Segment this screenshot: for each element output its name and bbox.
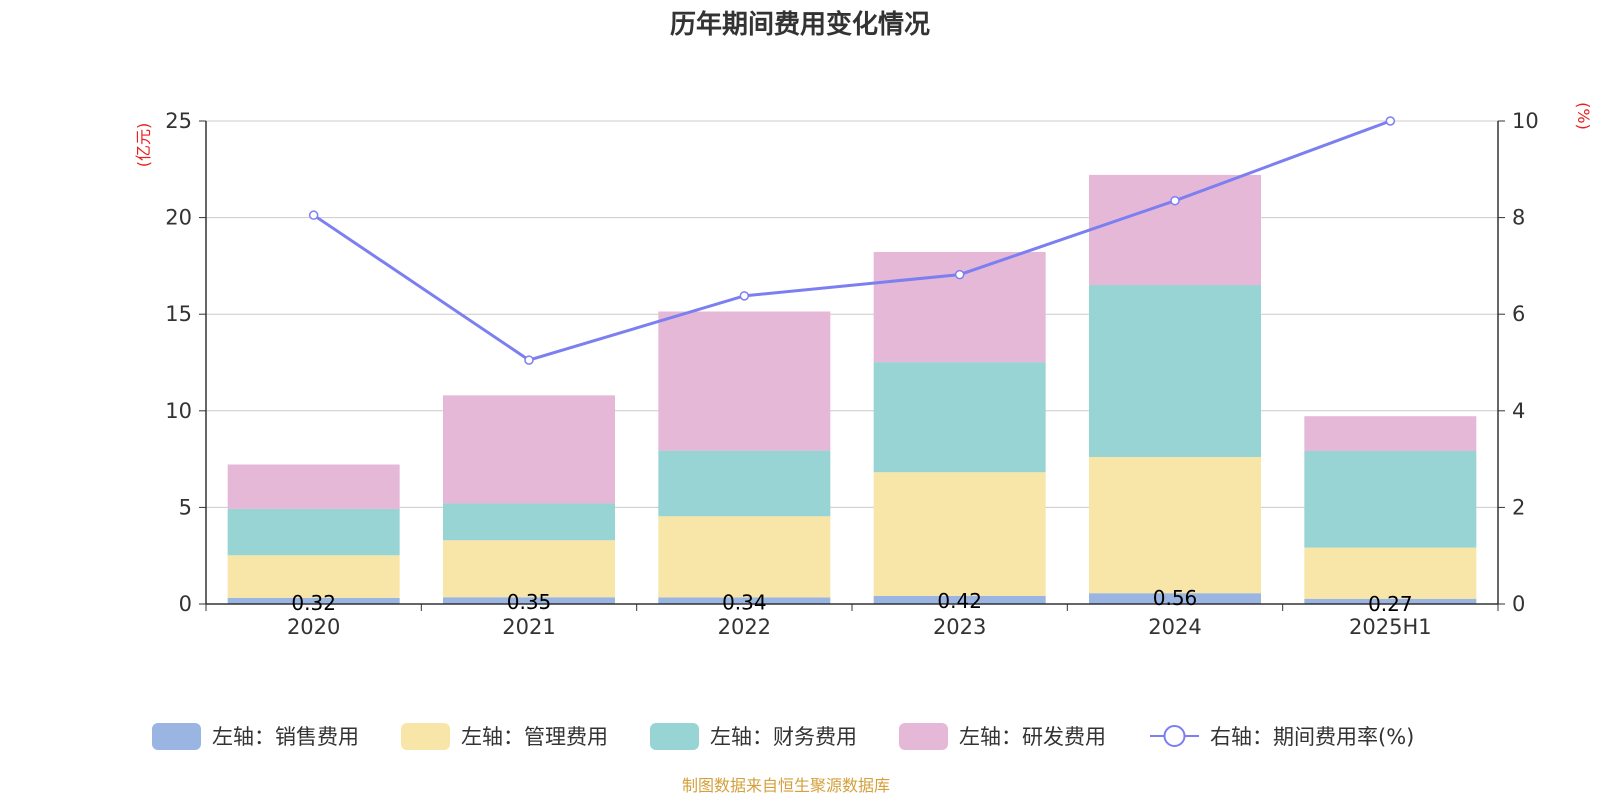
- bar-segment: [658, 516, 831, 598]
- data-label: 0.27: [1368, 592, 1413, 616]
- bar-segment: [1089, 456, 1261, 594]
- left-axis-unit: (亿元): [134, 123, 153, 168]
- bar-segment: [443, 540, 615, 598]
- legend-label: 左轴：管理费用: [461, 725, 608, 749]
- y-left-tick-label: 0: [179, 592, 192, 616]
- rate-point: [1385, 116, 1396, 126]
- rate-point: [1170, 195, 1180, 206]
- bar-segment: [873, 595, 1046, 604]
- grid-lines: [206, 120, 1498, 508]
- y-left-tick-label: 15: [165, 302, 192, 326]
- bar-segment: [227, 464, 400, 509]
- legend[interactable]: 左轴：销售费用 左轴：管理费用 左轴：财务费用 左轴：研发费用 右轴：期间费用率(%): [152, 723, 1414, 750]
- bar-segment: [658, 450, 831, 517]
- bar-segment: [1304, 416, 1477, 451]
- bar-segment: [1304, 598, 1477, 604]
- y-right-tick-label: 8: [1512, 206, 1525, 230]
- legend-label: 右轴：期间费用率(%): [1210, 725, 1414, 749]
- legend-item[interactable]: 左轴：管理费用: [401, 723, 608, 750]
- bar-segment: [443, 597, 615, 604]
- legend-swatch: [401, 723, 450, 750]
- bar-segment: [1089, 285, 1261, 457]
- y-right-tick-label: 10: [1512, 109, 1539, 133]
- data-label: 0.35: [507, 590, 552, 614]
- bar-segment: [1089, 593, 1261, 604]
- bar-segment: [227, 555, 400, 598]
- axes: 0 0 5 2 10 4 15 6 20 8 25 10 2020 2021 2022 2023 2024 202…: [165, 109, 1538, 639]
- x-tick-label: 2022: [718, 615, 771, 639]
- bar-series: [227, 174, 1477, 604]
- legend-marker: [1163, 725, 1186, 747]
- bar-segment: [873, 362, 1046, 473]
- right-axis-unit: (%): [1574, 102, 1593, 130]
- bar-segment: [873, 472, 1046, 596]
- legend-label: 左轴：销售费用: [212, 725, 359, 749]
- source-note: 制图数据来自恒生聚源数据库: [682, 776, 890, 795]
- y-right-tick-label: 4: [1512, 399, 1525, 423]
- x-tick-label: 2024: [1148, 615, 1201, 639]
- legend-label: 左轴：研发费用: [959, 725, 1106, 749]
- rate-point: [954, 269, 965, 280]
- rate-point: [739, 291, 750, 301]
- data-label: 0.32: [291, 591, 336, 615]
- data-label: 0.56: [1153, 586, 1198, 610]
- data-label: 0.34: [722, 590, 767, 614]
- legend-item[interactable]: 左轴：财务费用: [650, 723, 857, 750]
- legend-item[interactable]: 右轴：期间费用率(%): [1150, 725, 1414, 749]
- bar-segment: [443, 503, 615, 541]
- y-left-tick-label: 20: [165, 206, 192, 230]
- y-left-tick-label: 5: [179, 495, 192, 519]
- x-tick-label: 2021: [502, 615, 555, 639]
- bar-segment: [1304, 450, 1477, 548]
- legend-label: 左轴：财务费用: [710, 725, 857, 749]
- bar-segment: [658, 597, 831, 604]
- legend-swatch: [650, 723, 699, 750]
- x-tick-label: 2025H1: [1349, 615, 1432, 639]
- bar-segment: [873, 251, 1046, 363]
- y-left-tick-label: 10: [165, 399, 192, 423]
- legend-item[interactable]: 左轴：销售费用: [152, 723, 359, 750]
- x-tick-label: 2023: [933, 615, 986, 639]
- bar-segment: [443, 395, 615, 504]
- bar-segment: [227, 508, 400, 556]
- bar-segment: [1089, 174, 1261, 286]
- legend-swatch: [899, 723, 948, 750]
- data-labels: 0.32 0.35 0.34 0.42 0.56 0.27: [291, 586, 1412, 616]
- rate-line: [312, 119, 1391, 362]
- chart-title: 历年期间费用变化情况: [670, 9, 930, 40]
- bar-segment: [1304, 547, 1477, 599]
- x-tick-label: 2020: [287, 615, 340, 639]
- data-label: 0.42: [937, 589, 982, 613]
- y-left-tick-label: 25: [165, 109, 192, 133]
- bar-segment: [227, 597, 400, 604]
- bar-segment: [658, 311, 831, 451]
- y-right-tick-label: 0: [1512, 592, 1525, 616]
- rate-point: [524, 355, 534, 365]
- legend-swatch: [152, 723, 201, 750]
- y-right-tick-label: 2: [1512, 495, 1525, 519]
- line-series: [308, 116, 1396, 365]
- rate-point: [308, 210, 319, 220]
- legend-item[interactable]: 左轴：研发费用: [899, 723, 1106, 750]
- y-right-tick-label: 6: [1512, 302, 1525, 326]
